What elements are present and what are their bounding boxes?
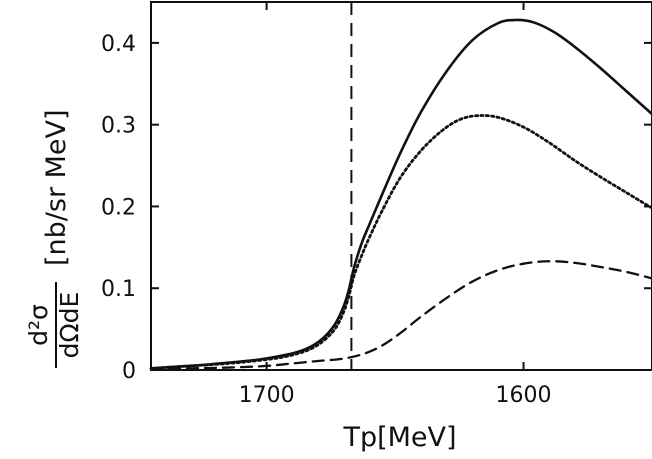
y-axis-title-denominator: dΩdE [55, 292, 84, 359]
y-tick-label: 0.3 [101, 114, 136, 139]
y-tick-label: 0.2 [101, 195, 136, 220]
plot-frame [150, 1, 652, 371]
labels-layer: Tp[MeV] d²σ dΩdE [nb/sr MeV] [24, 109, 457, 453]
x-tick-label: 1700 [239, 383, 295, 408]
y-axis-title-units: [nb/sr MeV] [41, 109, 72, 266]
y-tick-label: 0 [122, 359, 136, 384]
y-axis-title-group: d²σ dΩdE [nb/sr MeV] [24, 109, 84, 368]
axes-layer: 0 0.1 0.2 0.3 0.4 1700 1600 [101, 1, 652, 408]
series-line-dotted [149, 114, 652, 370]
series-line-dashed [149, 260, 652, 371]
series-line-solid [149, 18, 652, 370]
x-axis-title: Tp[MeV] [342, 422, 456, 453]
y-tick-label: 0.4 [101, 32, 136, 57]
y-axis-title-numerator: d²σ [24, 304, 53, 346]
y-tick-label: 0.1 [101, 277, 136, 302]
series-layer [149, 2, 652, 371]
x-tick-label: 1600 [496, 383, 552, 408]
